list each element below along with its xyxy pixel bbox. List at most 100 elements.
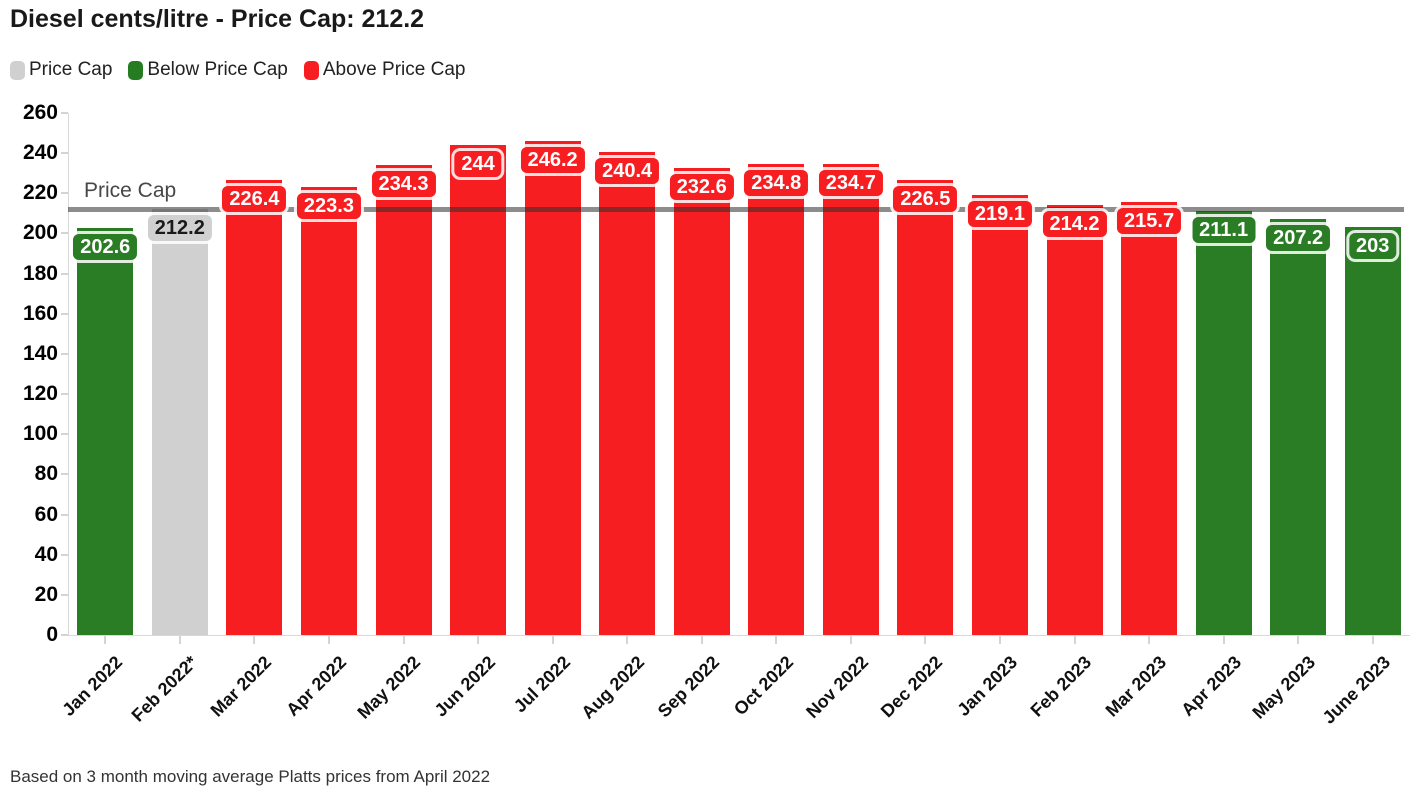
bar-value-label: 240.4	[595, 158, 660, 185]
legend-item-price-cap[interactable]: Price Cap	[10, 59, 112, 81]
y-axis-tick-label: 140	[22, 341, 58, 365]
y-axis-tick	[61, 312, 68, 315]
x-axis-tick	[327, 636, 330, 644]
bar[interactable]	[1344, 227, 1401, 635]
x-axis-tick	[700, 636, 703, 644]
y-axis-tick-label: 260	[22, 101, 58, 124]
y-axis-tick	[61, 393, 68, 396]
bar[interactable]	[748, 163, 805, 635]
page-title: Diesel cents/litre - Price Cap: 212.2	[10, 5, 425, 33]
x-axis-tick	[626, 636, 629, 644]
y-axis-tick	[61, 553, 68, 556]
x-axis-tick	[104, 636, 107, 644]
bar[interactable]	[77, 228, 134, 635]
x-axis-tick	[402, 636, 405, 644]
bar[interactable]	[1046, 204, 1103, 635]
y-axis-tick-label: 80	[34, 462, 58, 486]
y-axis-tick	[61, 152, 68, 155]
x-axis-tick	[1222, 636, 1225, 644]
x-axis-tick	[1148, 636, 1151, 644]
y-axis-tick-label: 60	[34, 502, 58, 526]
bar[interactable]	[897, 180, 954, 635]
bar-value-label: 244	[454, 151, 502, 178]
legend-label: Below Price Cap	[147, 59, 288, 80]
x-axis-tick-label: Dec 2022	[877, 652, 947, 722]
x-axis-tick-label: June 2023	[1318, 652, 1394, 728]
bar[interactable]	[1270, 219, 1327, 635]
legend-label: Above Price Cap	[322, 59, 466, 80]
bar-value-label: 234.8	[744, 169, 809, 196]
bar[interactable]	[524, 140, 581, 635]
bar[interactable]	[673, 168, 730, 635]
y-axis-tick-label: 160	[22, 301, 58, 325]
price-cap-line-label: Price Cap	[84, 178, 177, 202]
bar-value-label: 212.2	[147, 214, 212, 241]
y-axis-tick	[61, 433, 68, 436]
x-axis-tick	[924, 636, 927, 644]
bar[interactable]	[822, 163, 879, 635]
x-axis-tick-label: Feb 2022*	[127, 652, 201, 726]
y-axis-tick-label: 100	[22, 422, 58, 446]
x-axis-tick-label: Aug 2022	[577, 652, 649, 723]
x-axis-tick-label: Sep 2022	[653, 652, 723, 722]
bar[interactable]	[300, 186, 357, 635]
y-axis-tick	[61, 352, 68, 355]
price-cap-line	[68, 206, 1404, 212]
bar-value-label: 232.6	[669, 174, 734, 200]
bar-value-label: 226.5	[893, 186, 958, 213]
x-axis-tick-label: Jun 2022	[430, 652, 500, 721]
bar[interactable]	[151, 208, 208, 635]
bar[interactable]	[450, 145, 507, 635]
y-axis-tick-label: 0	[46, 623, 58, 646]
y-axis-tick-label: 180	[22, 261, 58, 285]
y-axis-tick-label: 40	[34, 542, 58, 566]
y-axis-tick	[61, 593, 68, 596]
x-axis-tick	[178, 636, 181, 644]
bar[interactable]	[1195, 211, 1252, 635]
bar-value-label: 215.7	[1117, 207, 1182, 234]
y-axis-line	[68, 113, 69, 635]
legend: Price Cap Below Price Cap Above Price Ca…	[10, 59, 465, 81]
x-axis-tick-label: Jan 2022	[58, 652, 127, 720]
bar-value-label: 202.6	[73, 234, 138, 261]
bar[interactable]	[226, 180, 283, 635]
y-axis-tick-label: 120	[22, 382, 58, 406]
bar-value-label: 226.4	[222, 186, 287, 213]
bar-value-label: 234.7	[818, 169, 883, 196]
y-axis-tick-label: 240	[22, 141, 58, 165]
bar-value-label: 246.2	[520, 146, 585, 173]
y-axis-tick	[61, 473, 68, 476]
y-axis-tick	[61, 112, 68, 114]
y-axis-tick	[61, 272, 68, 275]
bar[interactable]	[1121, 201, 1178, 635]
x-axis-tick	[477, 636, 480, 644]
bar-value-label: 203	[1349, 233, 1397, 260]
x-axis-line	[68, 635, 1410, 636]
x-axis-tick-label: Apr 2023	[1176, 652, 1245, 720]
price-cap-swatch-icon	[10, 60, 25, 80]
below-price-cap-swatch-icon	[128, 60, 144, 80]
bar-value-label: 211.1	[1192, 217, 1256, 244]
x-axis-tick	[551, 636, 554, 644]
x-axis-tick	[253, 636, 256, 644]
x-axis-tick-label: May 2023	[1248, 652, 1320, 723]
bar-value-label: 214.2	[1042, 210, 1107, 237]
bar[interactable]	[375, 164, 432, 635]
y-axis-tick-label: 20	[34, 582, 58, 606]
x-axis-tick	[849, 636, 852, 644]
x-axis-tick-label: Apr 2022	[282, 652, 351, 720]
bar[interactable]	[971, 195, 1028, 635]
x-axis-tick-label: Feb 2023	[1027, 652, 1096, 721]
bar[interactable]	[599, 152, 656, 635]
bar-value-label: 219.1	[967, 201, 1032, 228]
y-axis-tick	[61, 634, 68, 636]
legend-item-above-price-cap[interactable]: Above Price Cap	[303, 59, 466, 81]
y-axis-tick	[61, 232, 68, 235]
x-axis-tick-label: Nov 2022	[801, 652, 872, 723]
footnote: Based on 3 month moving average Platts p…	[10, 767, 491, 786]
x-axis-tick-label: Mar 2023	[1101, 652, 1171, 721]
legend-item-below-price-cap[interactable]: Below Price Cap	[128, 59, 288, 81]
x-axis-tick-label: Oct 2022	[730, 652, 798, 720]
x-axis-tick	[1371, 636, 1374, 644]
